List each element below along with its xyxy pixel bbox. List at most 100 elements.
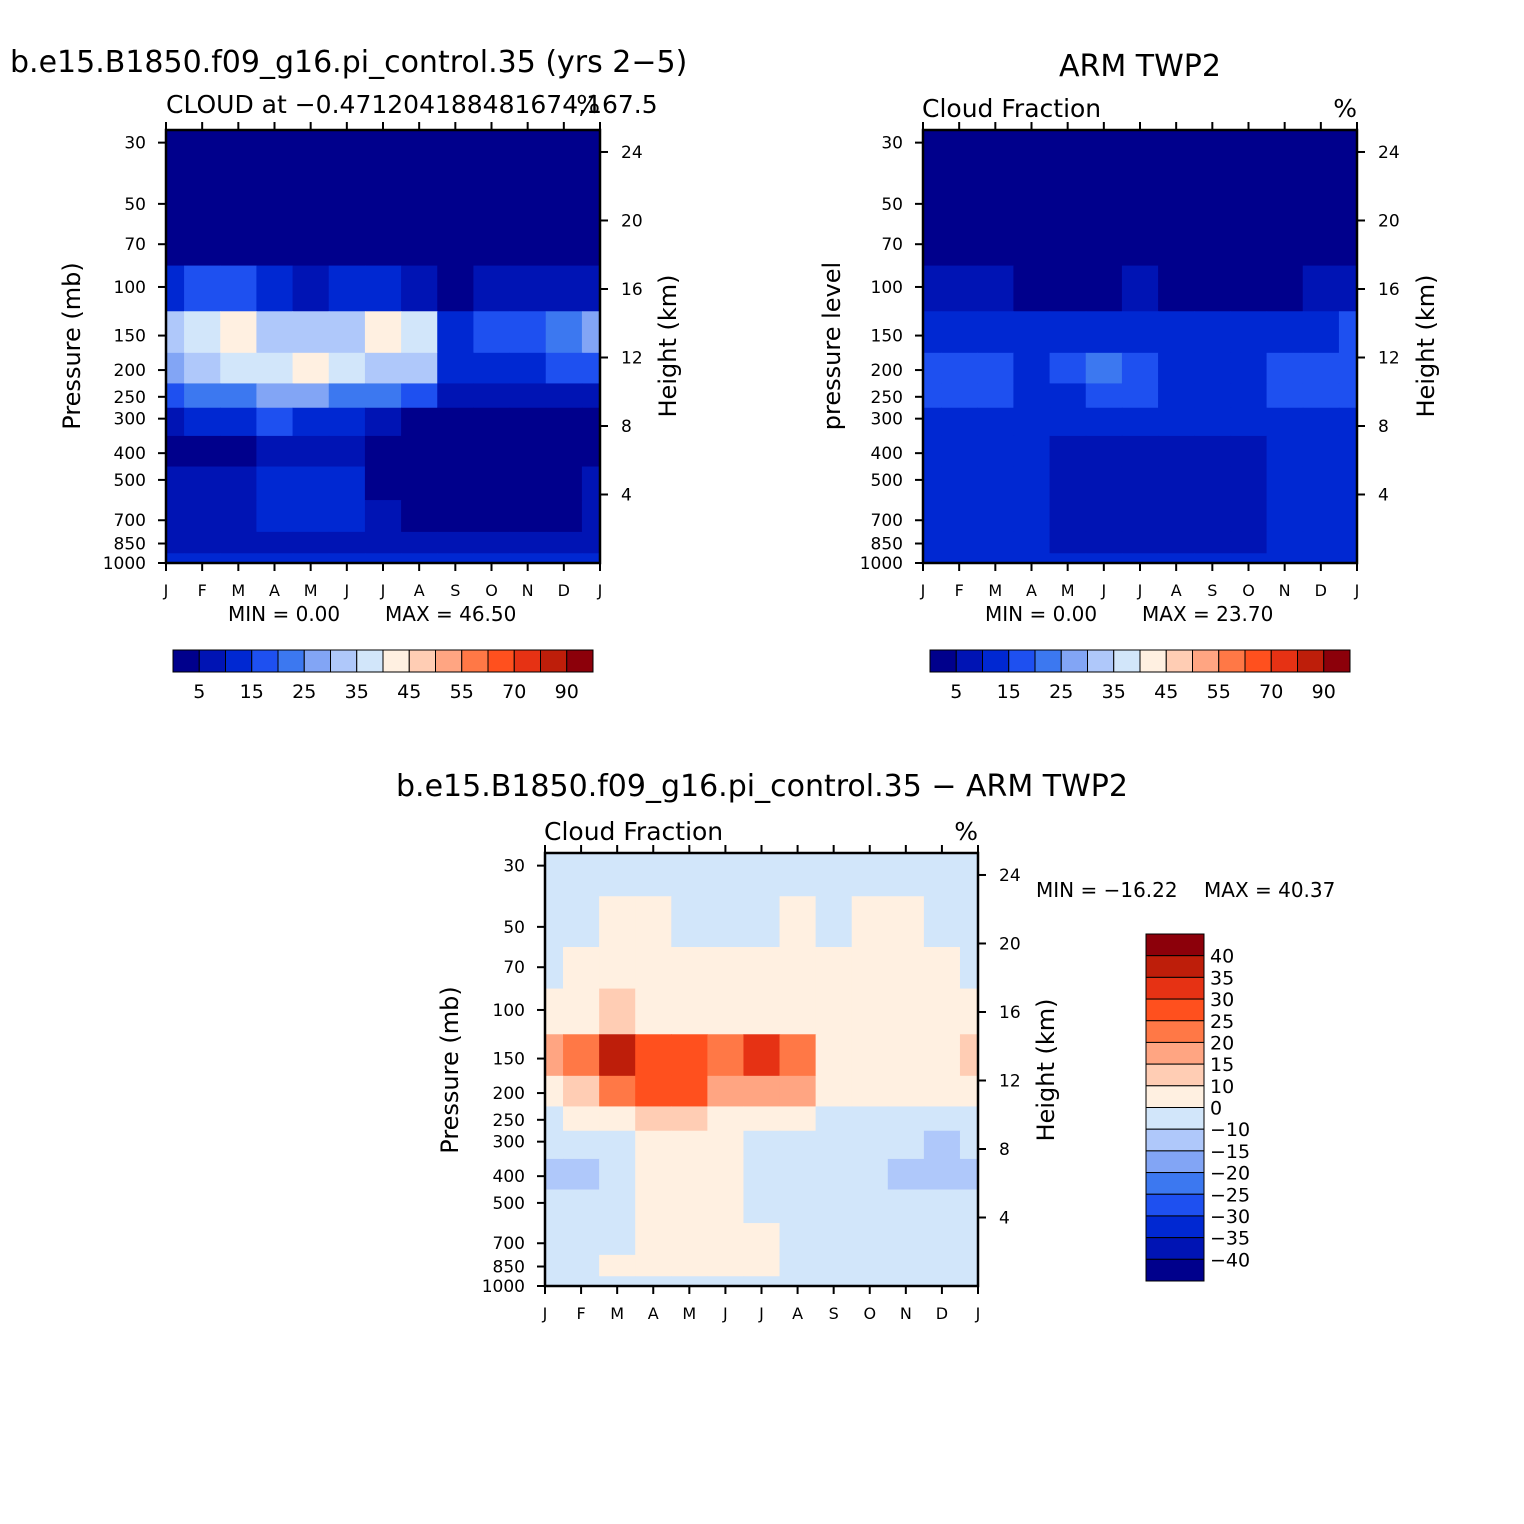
contour-cell (1013, 311, 1051, 354)
contour-cell (1266, 265, 1304, 312)
contour-cell (1013, 352, 1051, 385)
colorbar-label: −25 (1210, 1184, 1250, 1206)
y-tick-label: 850 (114, 535, 146, 555)
contour-cell (1158, 265, 1195, 312)
contour-cell (1230, 311, 1268, 354)
contour-cell (473, 500, 511, 533)
contour-cell (851, 1223, 889, 1256)
colorbar-label: 35 (1210, 967, 1234, 989)
contour-cell (1085, 553, 1123, 564)
colorbar-box (172, 649, 200, 673)
x-tick-label: M (231, 581, 245, 600)
y-tick-label: 250 (114, 388, 146, 408)
colorbar-box (1008, 649, 1036, 673)
contour-cell (815, 1276, 853, 1287)
y-tick-label: 1000 (103, 554, 146, 574)
contour-cell (563, 1158, 600, 1191)
contour-cell (256, 311, 294, 354)
contour-cell (563, 1075, 600, 1108)
colorbar-box (566, 649, 594, 673)
colorbar-label: 45 (1154, 681, 1178, 703)
y-tick-label: 1000 (482, 1277, 525, 1297)
contour-cell (292, 311, 330, 354)
contour-cell (328, 130, 366, 174)
contour-cell (581, 383, 601, 409)
contour-cell (707, 1158, 745, 1191)
x-tick-label: J (380, 581, 386, 600)
contour-cell (509, 352, 547, 385)
contour-cell (815, 853, 853, 897)
colorbar-box (435, 649, 463, 673)
colorbar-label: −20 (1210, 1163, 1250, 1185)
x-tick-label: N (900, 1304, 912, 1323)
panel-obs-ylabel: pressure level (818, 262, 846, 430)
contour-cell (166, 265, 185, 312)
contour-cell (328, 407, 366, 437)
contour-cell (509, 173, 547, 225)
contour-cell (977, 407, 1015, 437)
contour-cell (977, 352, 1015, 385)
contour-cell (923, 1189, 961, 1224)
contour-cell (1013, 224, 1051, 267)
colorbar-box (955, 649, 983, 673)
colorbar-label: 70 (502, 681, 526, 703)
contour-cell (328, 531, 366, 554)
contour-cell (923, 383, 942, 409)
contour-cell (707, 853, 745, 897)
contour-cell (166, 466, 185, 501)
panel-model-title: b.e15.B1850.f09_g16.pi_control.35 (yrs 2… (10, 45, 687, 80)
colorbar-label: 45 (397, 681, 421, 703)
contour-cell (779, 1223, 817, 1256)
contour-cell (437, 130, 475, 174)
panel-diff-subtitle: Cloud Fraction (544, 817, 723, 846)
contour-cell (545, 853, 564, 897)
contour-cell (401, 383, 438, 409)
y-tick-label: 500 (871, 471, 903, 491)
contour-cell (1302, 383, 1340, 409)
contour-cell (779, 1158, 817, 1191)
contour-cell (1013, 173, 1051, 225)
x-tick-label: A (1026, 581, 1037, 600)
contour-cell (707, 947, 745, 990)
contour-cell (743, 1158, 781, 1191)
contour-cell (256, 224, 294, 267)
contour-cell (941, 383, 978, 409)
contour-cell (851, 1130, 889, 1160)
contour-cell (707, 1254, 745, 1277)
contour-cell (1230, 265, 1268, 312)
contour-cell (743, 947, 781, 990)
contour-cell (671, 988, 708, 1035)
contour-cell (184, 311, 221, 354)
contour-cell (1158, 311, 1195, 354)
contour-cell (887, 1254, 925, 1277)
colorbar-box (1145, 976, 1205, 1000)
contour-cell (707, 1034, 745, 1077)
colorbar-box (1145, 1215, 1205, 1239)
contour-cell (1013, 383, 1051, 409)
contour-cell (1230, 383, 1268, 409)
contour-cell (671, 1223, 708, 1256)
contour-cell (545, 1106, 564, 1132)
contour-cell (509, 435, 547, 468)
contour-cell (220, 265, 258, 312)
contour-cell (1085, 224, 1123, 267)
contour-cell (1085, 173, 1123, 225)
contour-cell (1121, 130, 1159, 174)
contour-cell (1194, 500, 1232, 533)
contour-cell (256, 531, 294, 554)
contour-cell (707, 1130, 745, 1160)
y-tick-label: 1000 (860, 554, 903, 574)
contour-cell (1121, 466, 1159, 501)
contour-cell (1302, 130, 1340, 174)
contour-cell (941, 265, 978, 312)
contour-cell (1121, 173, 1159, 225)
contour-cell (563, 1130, 600, 1160)
contour-cell (923, 173, 942, 225)
contour-cell (851, 1075, 889, 1108)
contour-cell (545, 265, 583, 312)
y-tick-label-right: 4 (621, 485, 632, 505)
contour-cell (671, 1034, 708, 1077)
contour-cell (923, 1276, 961, 1287)
contour-cell (1158, 130, 1195, 174)
contour-cell (599, 1158, 636, 1191)
